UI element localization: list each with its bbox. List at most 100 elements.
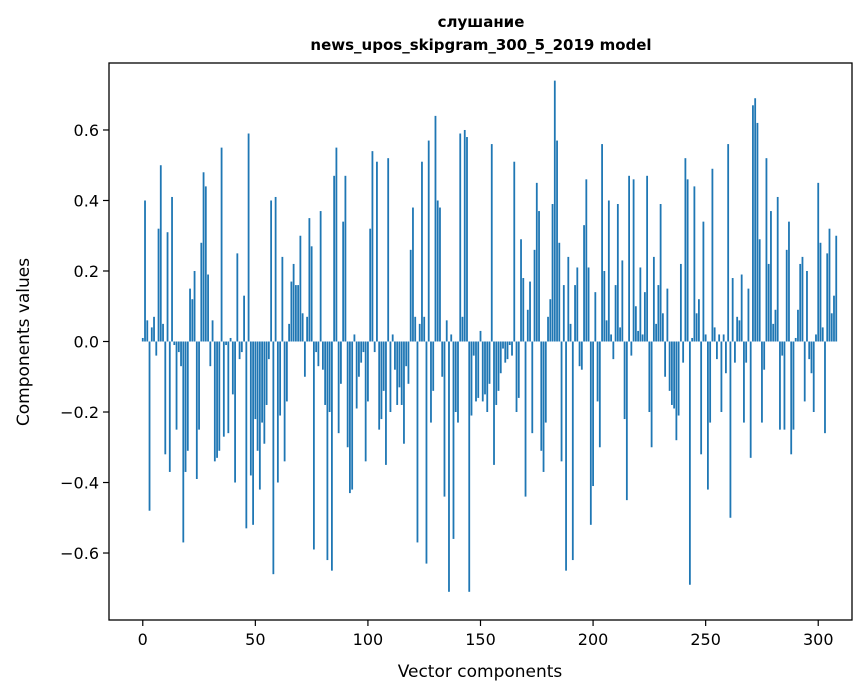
y-tick-label: −0.2 bbox=[60, 403, 99, 422]
bar-component-88 bbox=[340, 341, 342, 384]
bar-component-0 bbox=[141, 337, 144, 342]
bar-component-168 bbox=[520, 239, 522, 342]
bar-component-192 bbox=[574, 285, 576, 342]
bar-component-261 bbox=[729, 341, 732, 518]
bar-component-233 bbox=[666, 288, 669, 342]
bar-component-251 bbox=[707, 341, 709, 490]
bar-component-263 bbox=[734, 341, 736, 363]
bar-component-137 bbox=[450, 334, 453, 342]
bar-component-14 bbox=[173, 341, 176, 346]
bar-component-89 bbox=[342, 221, 345, 342]
bar-component-27 bbox=[202, 172, 205, 342]
bar-component-129 bbox=[432, 341, 435, 391]
bar-component-296 bbox=[808, 341, 811, 360]
bar-component-266 bbox=[740, 274, 743, 342]
bar-component-107 bbox=[382, 341, 385, 391]
bar-component-205 bbox=[603, 270, 606, 342]
bar-component-193 bbox=[576, 267, 579, 342]
bar-component-202 bbox=[596, 341, 599, 402]
bar-component-307 bbox=[833, 295, 835, 342]
bar-component-206 bbox=[605, 320, 608, 342]
bar-component-80 bbox=[321, 341, 324, 370]
bar-component-150 bbox=[479, 330, 482, 342]
bar-component-241 bbox=[684, 158, 687, 342]
bar-component-274 bbox=[758, 239, 761, 342]
bar-component-120 bbox=[412, 207, 414, 342]
bar-component-122 bbox=[416, 341, 419, 543]
bar-component-276 bbox=[763, 341, 766, 370]
bar-component-287 bbox=[788, 221, 790, 342]
bar-component-156 bbox=[493, 341, 495, 465]
bar-component-273 bbox=[756, 122, 759, 342]
bar-component-23 bbox=[193, 270, 196, 342]
bar-component-93 bbox=[351, 341, 354, 490]
bar-component-136 bbox=[448, 341, 450, 592]
bar-component-22 bbox=[191, 299, 194, 342]
bar-component-47 bbox=[247, 133, 250, 342]
bar-component-164 bbox=[511, 341, 513, 356]
plot-frame bbox=[108, 62, 853, 621]
bar-component-62 bbox=[281, 256, 284, 342]
bar-component-240 bbox=[682, 341, 685, 363]
x-axis-ticks: 0 50 100 150 200 250 300 bbox=[138, 620, 834, 649]
y-tick-label: 0.2 bbox=[74, 262, 99, 281]
bar-component-147 bbox=[472, 341, 475, 356]
bar-component-15 bbox=[175, 341, 178, 430]
bar-component-229 bbox=[657, 285, 660, 342]
bar-component-140 bbox=[457, 341, 459, 423]
bar-component-18 bbox=[182, 341, 185, 543]
bar-component-232 bbox=[664, 341, 667, 377]
bar-component-255 bbox=[716, 341, 718, 360]
bar-component-83 bbox=[328, 341, 331, 413]
bar-component-126 bbox=[425, 341, 428, 564]
bar-component-1 bbox=[144, 200, 146, 342]
bar-component-300 bbox=[817, 182, 820, 342]
bar-component-103 bbox=[373, 341, 376, 353]
bar-component-50 bbox=[254, 341, 257, 420]
bar-component-270 bbox=[749, 341, 752, 458]
bar-component-262 bbox=[731, 278, 734, 342]
bar-component-94 bbox=[353, 334, 356, 342]
bar-component-272 bbox=[754, 98, 757, 342]
bar-component-134 bbox=[443, 341, 446, 497]
bar-component-76 bbox=[312, 341, 315, 550]
bar-component-305 bbox=[828, 228, 831, 342]
bar-component-190 bbox=[569, 323, 572, 342]
bar-component-16 bbox=[177, 341, 180, 353]
bar-component-158 bbox=[497, 341, 500, 391]
bar-component-231 bbox=[661, 313, 664, 342]
bar-component-277 bbox=[765, 158, 768, 342]
bar-component-238 bbox=[677, 341, 680, 416]
bar-component-130 bbox=[434, 115, 437, 342]
bar-component-73 bbox=[306, 316, 309, 342]
bar-component-290 bbox=[794, 337, 797, 342]
x-tick-label: 250 bbox=[690, 630, 721, 649]
bar-component-51 bbox=[256, 341, 259, 451]
bar-component-133 bbox=[441, 341, 444, 377]
bar-component-157 bbox=[495, 341, 498, 405]
bar-component-2 bbox=[146, 320, 149, 342]
bar-component-235 bbox=[670, 341, 673, 405]
bar-component-297 bbox=[810, 341, 813, 374]
bar-component-98 bbox=[362, 341, 365, 353]
bar-component-12 bbox=[168, 341, 171, 472]
bar-component-212 bbox=[619, 327, 621, 342]
bar-component-248 bbox=[700, 341, 703, 455]
bar-component-77 bbox=[315, 341, 318, 353]
bar-component-264 bbox=[736, 316, 739, 342]
x-axis-label: Vector components bbox=[398, 662, 563, 682]
bar-component-104 bbox=[376, 161, 378, 342]
bar-component-275 bbox=[761, 341, 763, 423]
bar-component-188 bbox=[565, 341, 567, 571]
bar-component-195 bbox=[580, 341, 583, 370]
bar-component-138 bbox=[452, 341, 455, 539]
y-tick-label: 0.6 bbox=[74, 121, 99, 140]
bar-component-198 bbox=[587, 267, 590, 342]
chart-title: слушание bbox=[438, 13, 525, 31]
bar-component-246 bbox=[695, 313, 698, 342]
bar-component-53 bbox=[261, 341, 263, 423]
bar-component-97 bbox=[360, 341, 363, 363]
bar-component-108 bbox=[385, 341, 387, 465]
x-tick-label: 200 bbox=[578, 630, 609, 649]
